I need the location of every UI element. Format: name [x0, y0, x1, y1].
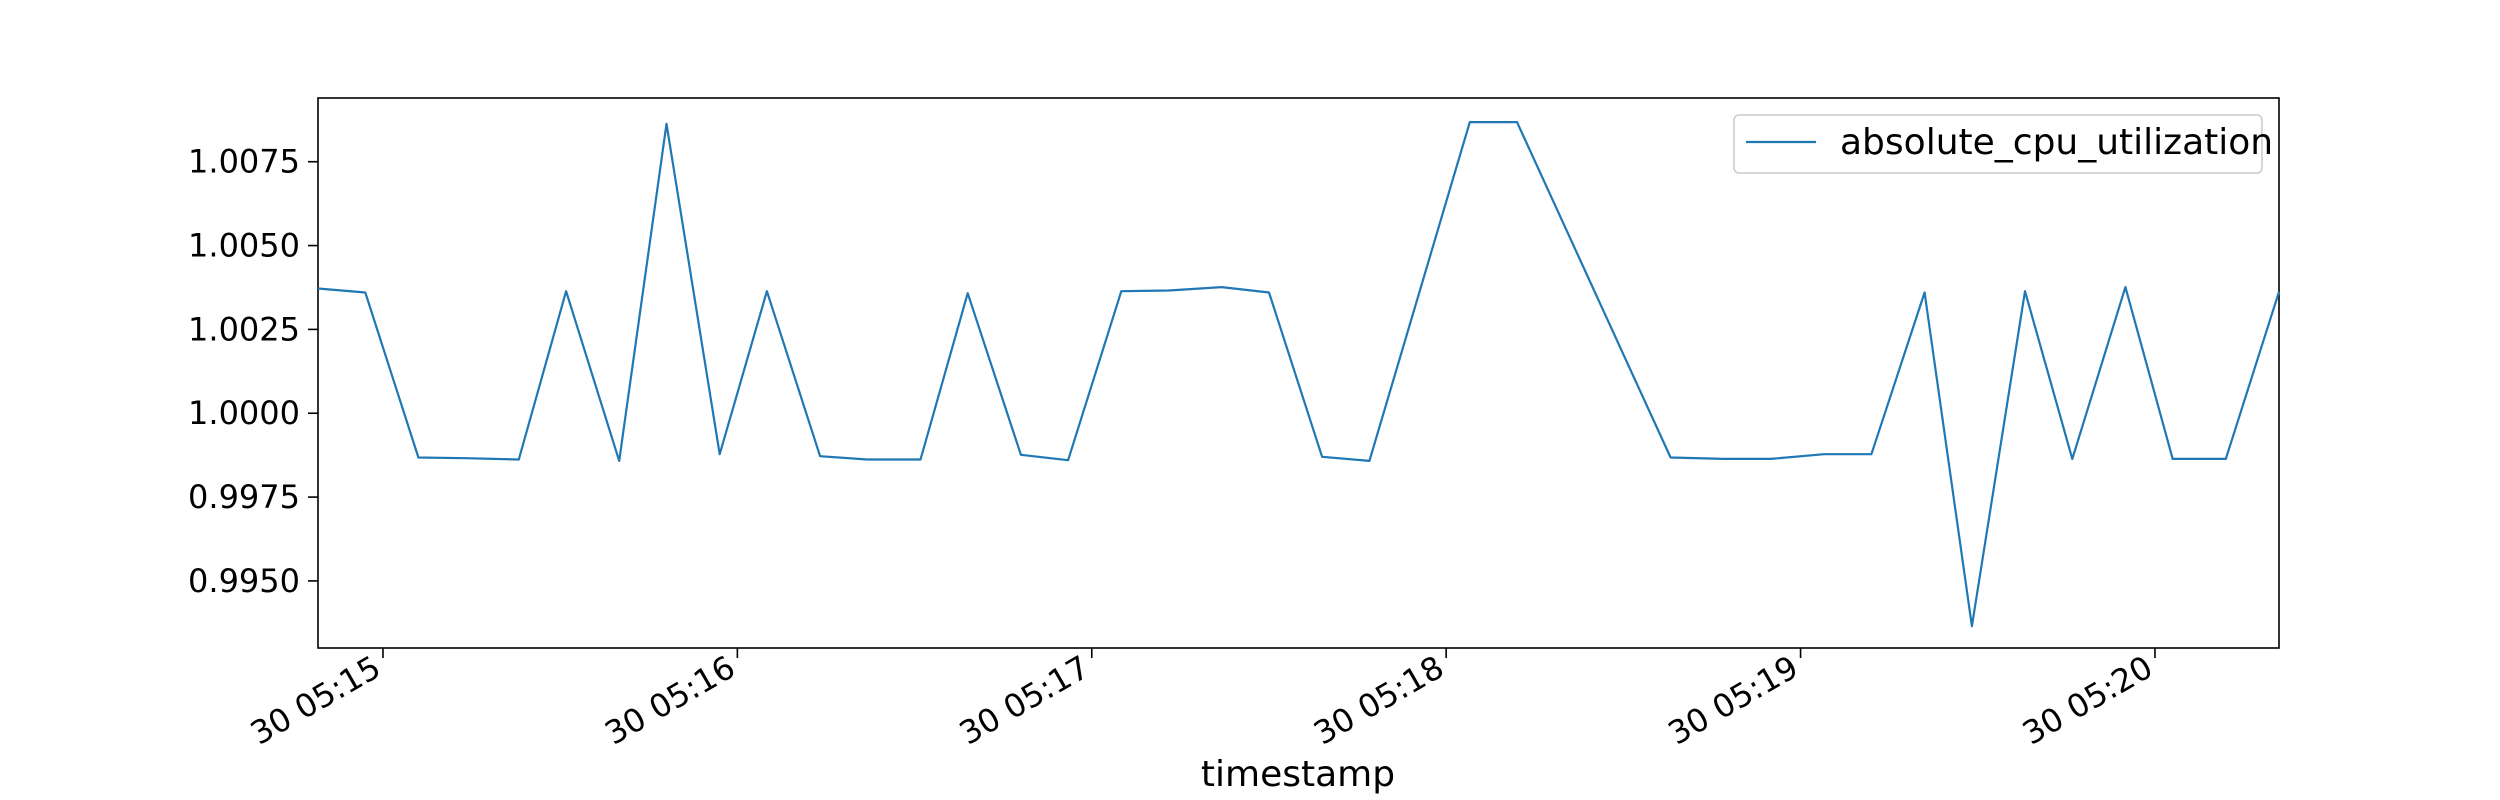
y-tick-label: 0.9950 — [188, 562, 300, 600]
x-axis: 30 05:15 30 05:16 30 05:17 30 05:18 30 05:19… — [244, 648, 2159, 752]
y-axis: 0.9950 0.9975 1.0000 1.0025 1.0050 1.0075 — [188, 143, 318, 600]
legend-label: absolute_cpu_utilization — [1840, 122, 2273, 163]
x-tick-label: 30 05:17 — [953, 648, 1096, 752]
legend: absolute_cpu_utilization — [1733, 114, 2273, 174]
series-line-0 — [317, 120, 2281, 628]
x-tick-label: 30 05:16 — [598, 648, 741, 752]
y-tick-label: 1.0050 — [188, 227, 300, 265]
x-tick-label: 30 05:18 — [1307, 648, 1450, 752]
plot-frame — [317, 97, 2280, 649]
x-tick-label: 30 05:19 — [1662, 648, 1805, 752]
y-tick-label: 0.9975 — [188, 478, 300, 516]
y-tick-label: 1.0075 — [188, 143, 300, 181]
y-tick-label: 1.0000 — [188, 394, 300, 432]
x-tick-label: 30 05:15 — [244, 648, 387, 752]
y-tick-label: 1.0025 — [188, 310, 300, 348]
series-layer — [317, 120, 2281, 628]
plot-area — [317, 97, 2281, 649]
x-tick-label: 30 05:20 — [2016, 648, 2159, 752]
x-axis-title: timestamp — [1201, 754, 1395, 795]
legend-box — [1733, 114, 2263, 174]
